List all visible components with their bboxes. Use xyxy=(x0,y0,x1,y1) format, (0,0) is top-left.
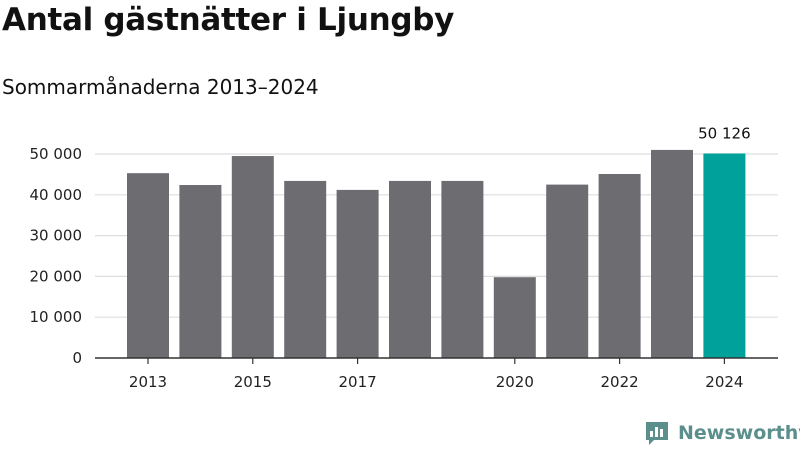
x-axis-ticks xyxy=(147,358,726,364)
bar-chart-speech-bubble-icon xyxy=(646,422,668,445)
bar-2024 xyxy=(703,153,746,358)
y-axis-labels: 0 10 000 20 000 30 000 40 000 50 000 xyxy=(30,145,83,367)
bar-2015 xyxy=(231,156,274,358)
bar-2020 xyxy=(493,277,536,358)
bar-2018 xyxy=(389,180,431,358)
bar-2013 xyxy=(127,173,169,358)
bar-2014 xyxy=(179,185,222,358)
x-tick-label: 2017 xyxy=(339,373,377,391)
y-tick-label: 20 000 xyxy=(30,267,83,285)
y-tick-label: 10 000 xyxy=(30,308,83,326)
y-tick-label: 40 000 xyxy=(30,186,83,204)
bar-2022 xyxy=(598,173,641,358)
chart-subtitle: Sommarmånaderna 2013–2024 xyxy=(2,75,319,99)
bars xyxy=(127,149,746,358)
x-tick-label: 2024 xyxy=(705,373,743,391)
bar-2023 xyxy=(651,149,693,358)
y-tick-label: 30 000 xyxy=(30,227,83,245)
x-tick-label: 2013 xyxy=(129,373,167,391)
bar-2021 xyxy=(546,184,589,358)
bar-2019 xyxy=(441,180,484,358)
x-tick-label: 2015 xyxy=(234,373,272,391)
logo-text: Newsworthy xyxy=(678,422,800,444)
data-labels: 50 126 xyxy=(698,124,751,142)
y-tick-label: 50 000 xyxy=(30,145,83,163)
x-axis-labels: 2013 2015 2017 2020 2022 2024 xyxy=(129,373,744,391)
bar-2016 xyxy=(284,180,327,358)
chart-title: Antal gästnätter i Ljungby xyxy=(2,2,455,38)
newsworthy-logo: Newsworthy xyxy=(644,420,800,446)
data-label-2024: 50 126 xyxy=(698,124,751,142)
x-tick-label: 2020 xyxy=(496,373,534,391)
bar-2017 xyxy=(336,189,379,358)
y-tick-label: 0 xyxy=(72,349,82,367)
x-tick-label: 2022 xyxy=(601,373,639,391)
